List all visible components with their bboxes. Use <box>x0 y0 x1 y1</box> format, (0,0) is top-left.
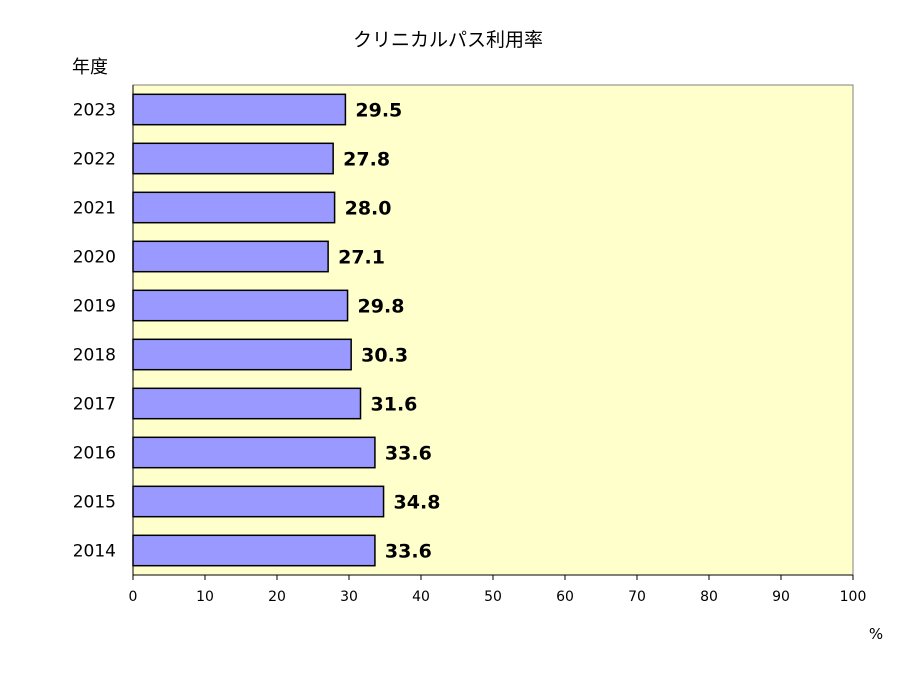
chart-title: クリニカルパス利用率 <box>353 29 543 51</box>
bar-2018 <box>132 338 352 371</box>
y-tick-label-2020: 2020 <box>73 248 116 268</box>
bar-value-label-2014: 33.6 <box>385 541 432 563</box>
y-tick-label-2016: 2016 <box>73 444 116 464</box>
bar-value-label-2019: 29.8 <box>358 296 405 318</box>
bar-value-labels: 29.5 27.8 28.0 27.1 29.8 30.3 31.6 33.6 34.8 33.6 <box>338 100 440 563</box>
y-tick-label-2022: 2022 <box>73 150 116 170</box>
y-tick-labels: 2023 2022 2021 2020 2019 2018 2017 2016 2015 2014 <box>73 101 116 562</box>
bar-value-label-2017: 31.6 <box>371 394 418 416</box>
bar-value-label-2020: 27.1 <box>338 247 385 269</box>
bar-value-label-2018: 30.3 <box>361 345 408 367</box>
bar-value-label-2021: 28.0 <box>345 198 392 220</box>
bar-value-label-2022: 27.8 <box>343 149 390 171</box>
y-tick-label-2019: 2019 <box>73 297 116 317</box>
x-tick-label-100: 100 <box>840 589 867 605</box>
y-tick-label-2018: 2018 <box>73 346 116 366</box>
x-tick-label-10: 10 <box>196 589 214 605</box>
x-tick-labels: 0 10 20 30 40 50 60 70 80 90 100 <box>129 575 867 605</box>
y-tick-label-2021: 2021 <box>73 199 116 219</box>
x-tick-label-40: 40 <box>412 589 430 605</box>
x-tick-label-30: 30 <box>340 589 358 605</box>
bar-2019 <box>132 289 349 322</box>
bar-2022 <box>132 142 334 175</box>
x-tick-label-20: 20 <box>268 589 286 605</box>
bar-2021 <box>132 191 336 224</box>
bar-value-label-2016: 33.6 <box>385 443 432 465</box>
y-tick-label-2014: 2014 <box>73 542 116 562</box>
y-tick-label-2023: 2023 <box>73 101 116 121</box>
bar-2016 <box>132 436 376 469</box>
x-tick-label-60: 60 <box>556 589 574 605</box>
bar-value-label-2015: 34.8 <box>394 492 441 514</box>
bar-2015 <box>132 485 385 518</box>
x-axis-unit: % <box>869 625 883 643</box>
x-tick-label-70: 70 <box>628 589 646 605</box>
y-tick-label-2017: 2017 <box>73 395 116 415</box>
bar-2017 <box>132 387 362 420</box>
bar-2020 <box>132 240 329 273</box>
bar-value-label-2023: 29.5 <box>355 100 402 122</box>
x-tick-label-80: 80 <box>700 589 718 605</box>
y-tick-label-2015: 2015 <box>73 493 116 513</box>
y-axis-label: 年度 <box>72 57 108 78</box>
bar-2023 <box>132 93 347 126</box>
bar-2014 <box>132 534 376 567</box>
x-tick-label-50: 50 <box>484 589 502 605</box>
x-tick-label-0: 0 <box>129 589 138 605</box>
bars <box>132 93 385 567</box>
x-tick-label-90: 90 <box>772 589 790 605</box>
